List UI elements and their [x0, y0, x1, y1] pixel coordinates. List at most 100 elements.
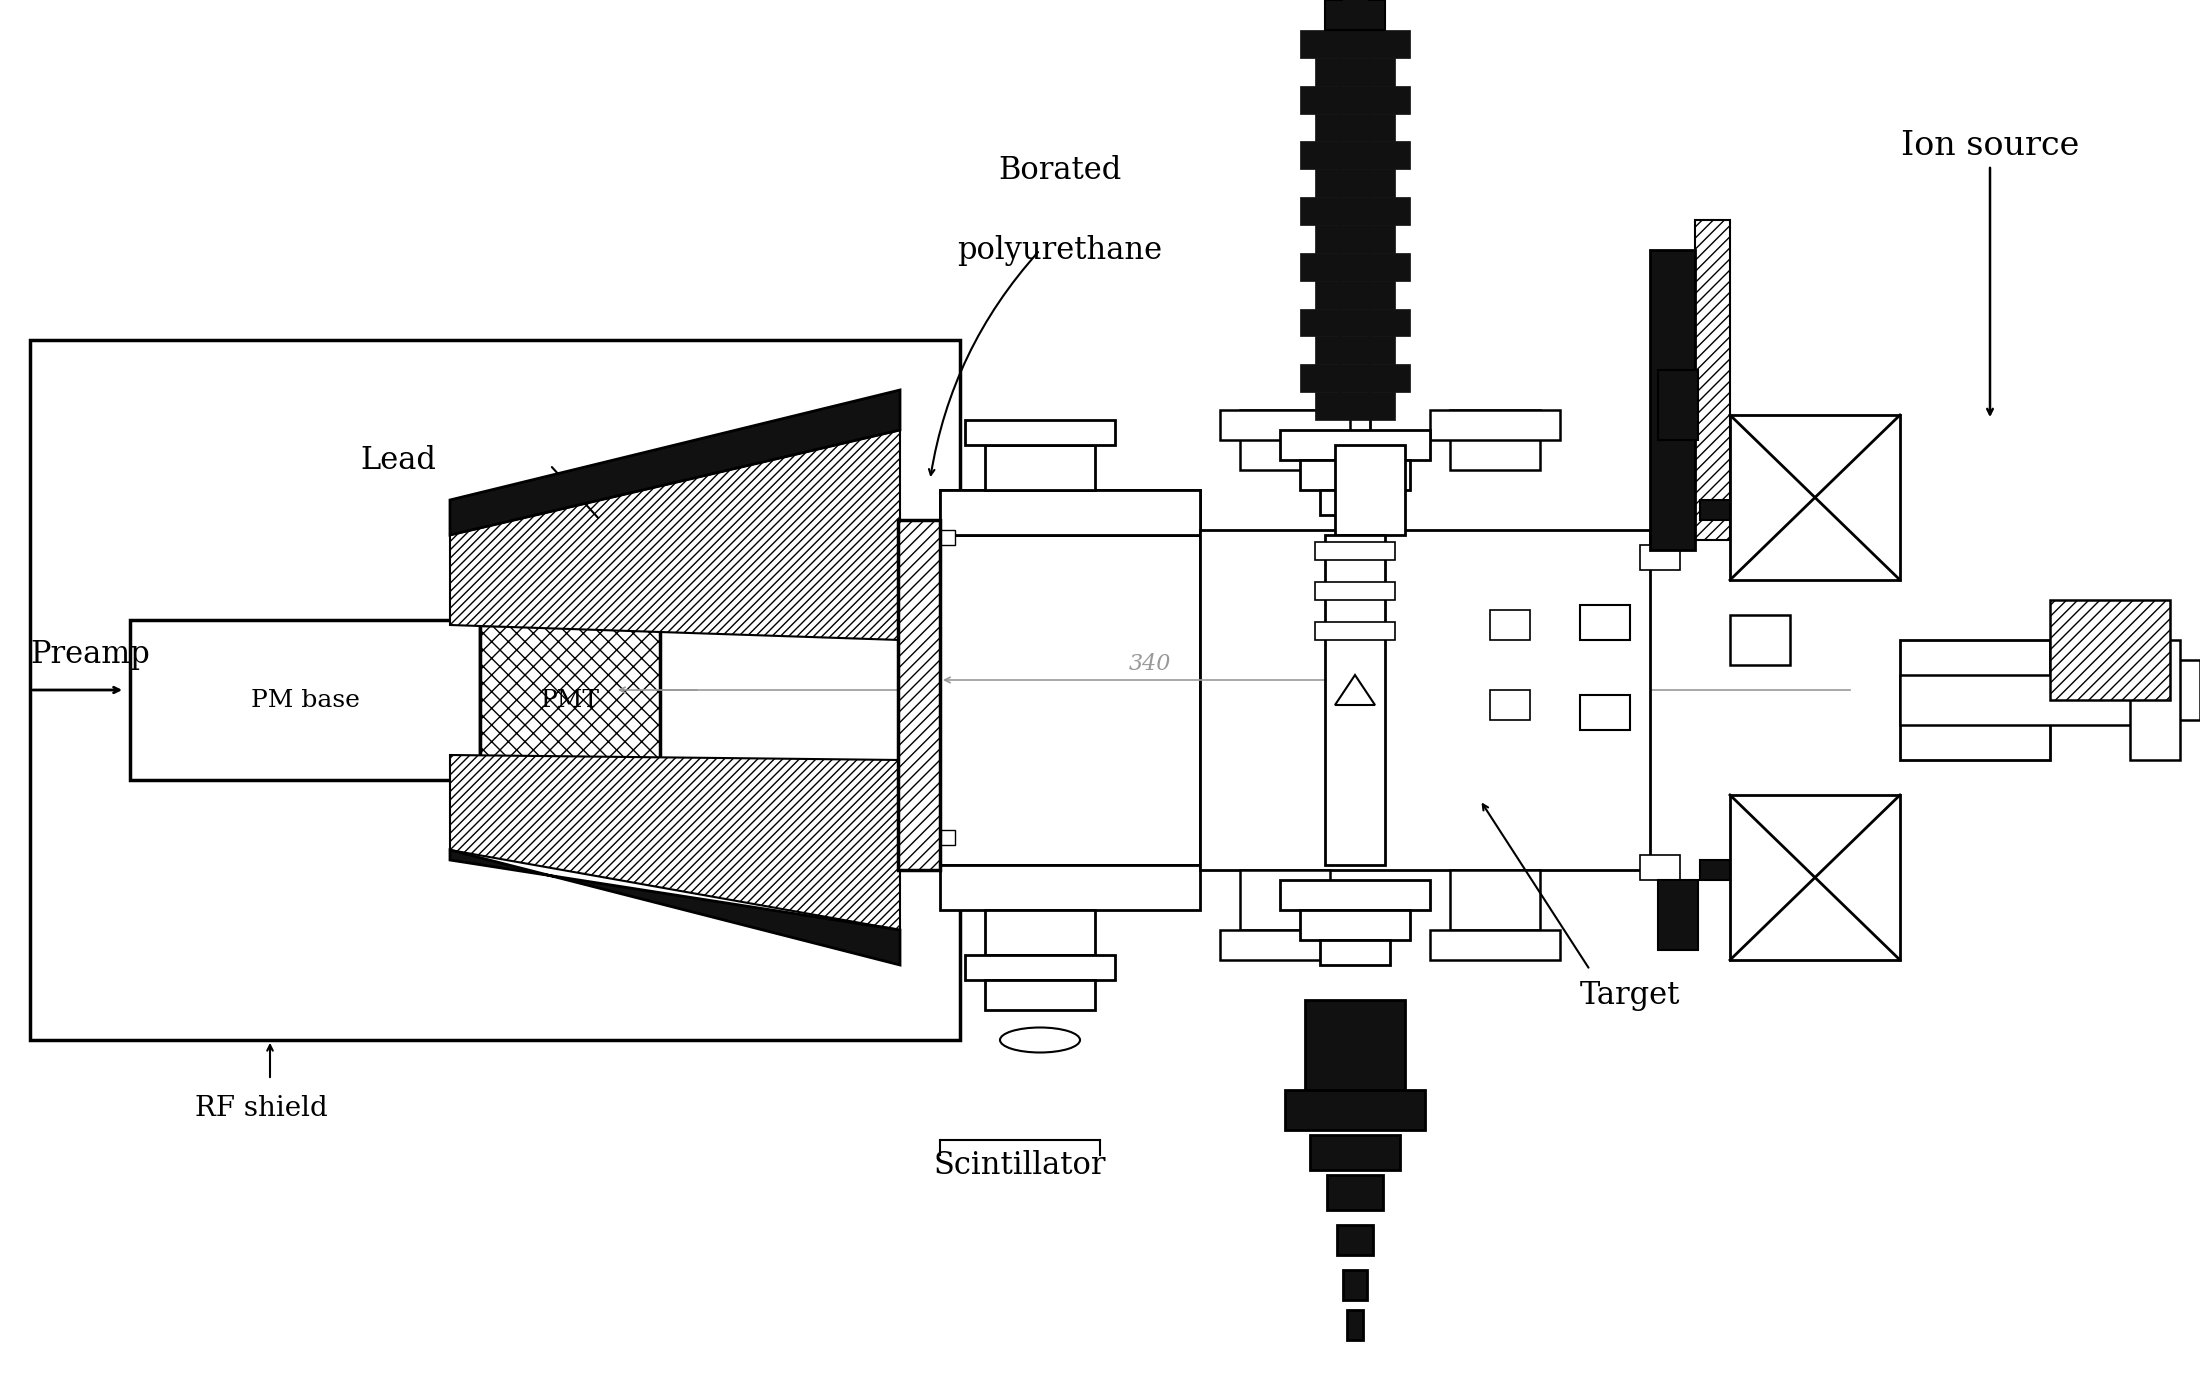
Bar: [1901, 640, 2050, 760]
Bar: [986, 445, 1096, 491]
Bar: [1729, 615, 1791, 665]
Text: Borated: Borated: [999, 155, 1122, 187]
Bar: [1338, 1224, 1373, 1255]
Bar: [1430, 410, 1560, 439]
Bar: [1280, 430, 1430, 460]
Bar: [1489, 609, 1529, 640]
Bar: [2149, 661, 2200, 720]
Polygon shape: [1316, 169, 1395, 198]
Bar: [1650, 250, 1694, 550]
Polygon shape: [1316, 392, 1395, 420]
Bar: [1901, 674, 2169, 726]
Bar: [1324, 535, 1386, 865]
Bar: [1320, 940, 1390, 965]
Polygon shape: [1300, 308, 1410, 336]
Polygon shape: [451, 850, 900, 965]
Bar: [1316, 582, 1395, 600]
Bar: [986, 980, 1096, 1010]
Polygon shape: [1316, 113, 1395, 141]
Bar: [1221, 930, 1351, 960]
Bar: [939, 865, 1199, 909]
Bar: [1580, 605, 1630, 640]
Bar: [1199, 531, 1650, 871]
Bar: [1639, 855, 1681, 880]
Polygon shape: [451, 755, 900, 930]
Bar: [939, 491, 1199, 535]
Bar: [1285, 1090, 1426, 1130]
Bar: [935, 831, 955, 844]
Bar: [935, 531, 955, 545]
Bar: [130, 621, 480, 779]
Text: Scintillator: Scintillator: [933, 1150, 1107, 1182]
Bar: [1729, 795, 1901, 960]
Polygon shape: [1300, 365, 1410, 392]
Polygon shape: [1300, 198, 1410, 225]
Bar: [1694, 220, 1729, 540]
Bar: [1489, 690, 1529, 720]
Polygon shape: [1300, 253, 1410, 281]
Bar: [1580, 695, 1630, 730]
Bar: [904, 742, 939, 760]
Bar: [986, 909, 1096, 955]
Text: 340: 340: [1129, 654, 1170, 674]
Bar: [2050, 685, 2149, 714]
Text: PMT: PMT: [541, 688, 598, 712]
Bar: [1300, 909, 1410, 940]
Bar: [1659, 370, 1698, 439]
Bar: [1659, 880, 1698, 949]
Bar: [2050, 600, 2169, 701]
Text: polyurethane: polyurethane: [957, 235, 1162, 265]
Polygon shape: [1316, 281, 1395, 308]
Bar: [1327, 1175, 1384, 1211]
Polygon shape: [451, 390, 900, 535]
Bar: [966, 420, 1115, 445]
Bar: [904, 603, 939, 621]
Polygon shape: [1300, 141, 1410, 169]
Bar: [904, 562, 939, 580]
Bar: [480, 625, 660, 775]
Ellipse shape: [1001, 1027, 1080, 1053]
Polygon shape: [451, 430, 900, 640]
Bar: [1241, 410, 1331, 470]
Bar: [1729, 415, 1901, 580]
Bar: [1342, 1270, 1366, 1300]
Text: Lead: Lead: [361, 445, 436, 475]
Bar: [1300, 460, 1410, 491]
Polygon shape: [1335, 674, 1375, 705]
Bar: [1241, 871, 1331, 930]
Bar: [898, 520, 939, 871]
Text: PM base: PM base: [251, 688, 359, 712]
Bar: [1335, 445, 1406, 535]
Bar: [1450, 410, 1540, 470]
Bar: [1221, 410, 1351, 439]
Bar: [1342, 0, 1366, 15]
Bar: [1701, 500, 1729, 520]
Bar: [1430, 930, 1560, 960]
Polygon shape: [1316, 225, 1395, 253]
Bar: [2130, 640, 2180, 760]
Bar: [1639, 545, 1681, 569]
Bar: [904, 782, 939, 800]
Bar: [1450, 871, 1540, 930]
Bar: [1320, 491, 1390, 515]
Bar: [939, 535, 1199, 865]
Bar: [966, 955, 1115, 980]
Bar: [1316, 542, 1395, 560]
Bar: [1309, 1135, 1399, 1171]
Bar: [1324, 0, 1386, 30]
Text: RF shield: RF shield: [196, 1095, 328, 1122]
Bar: [1340, 0, 1371, 535]
Polygon shape: [1316, 336, 1395, 365]
Text: Preamp: Preamp: [31, 638, 150, 670]
Bar: [1280, 880, 1430, 909]
Polygon shape: [1300, 86, 1410, 113]
Bar: [1316, 622, 1395, 640]
Text: Ion source: Ion source: [1901, 130, 2079, 162]
Bar: [1346, 1310, 1364, 1341]
Bar: [31, 340, 959, 1041]
Text: Target: Target: [1580, 980, 1681, 1012]
Polygon shape: [1316, 58, 1395, 86]
Bar: [939, 491, 1199, 535]
Polygon shape: [1300, 30, 1410, 58]
Bar: [1701, 860, 1729, 880]
